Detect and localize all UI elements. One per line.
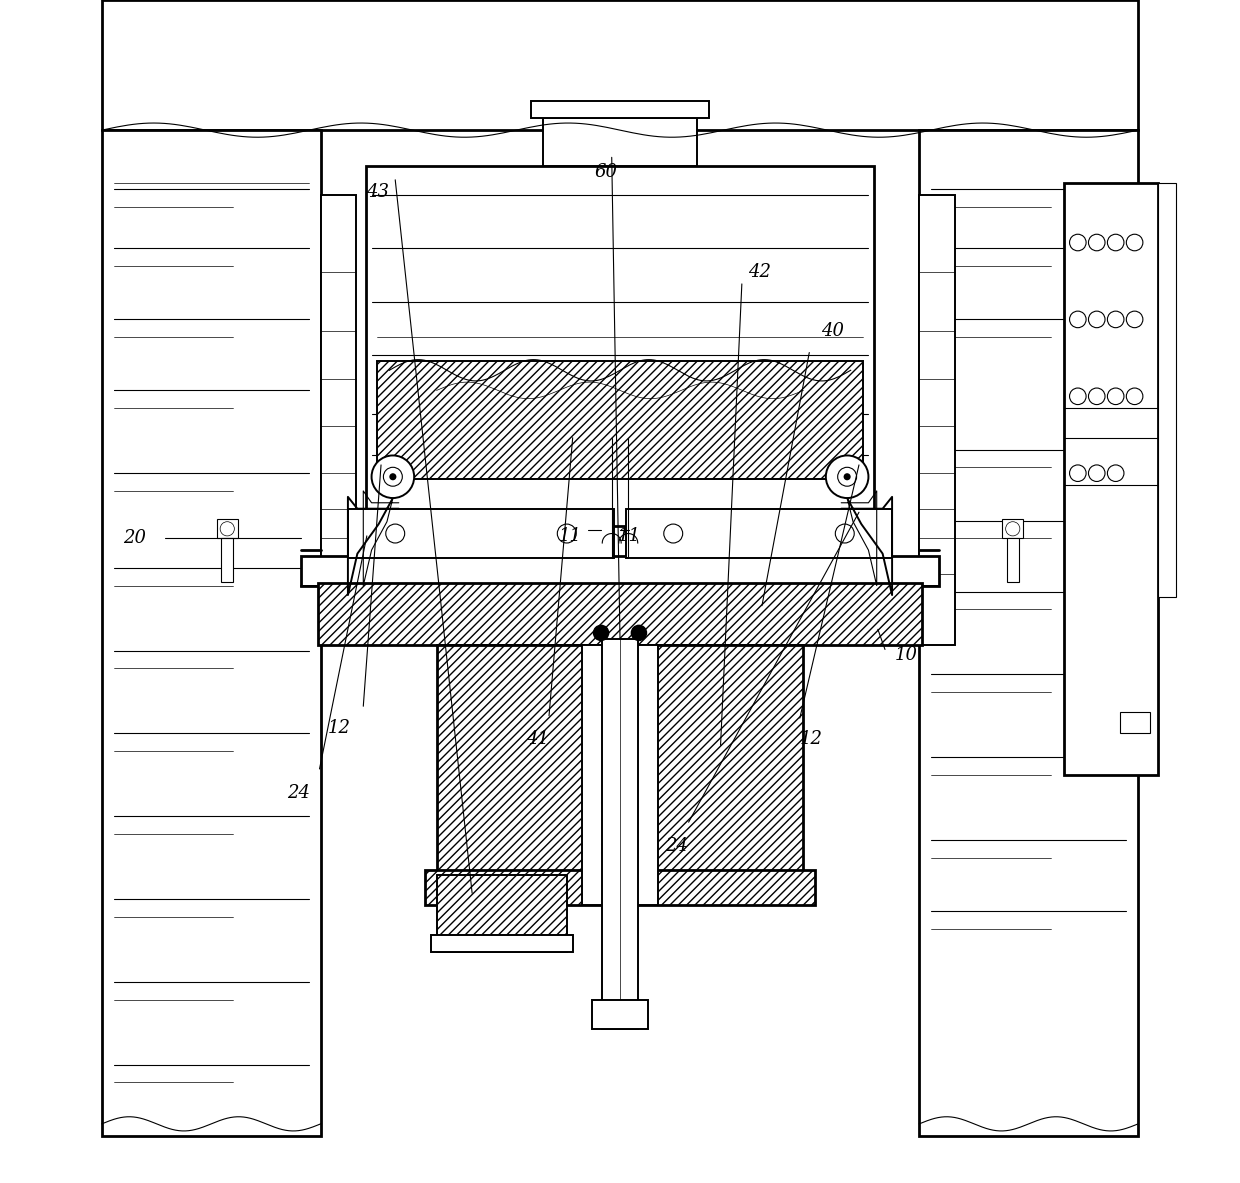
Bar — [221, 538, 233, 582]
Text: 24: 24 — [286, 783, 310, 802]
Bar — [321, 195, 356, 645]
Bar — [582, 645, 658, 905]
Bar — [603, 639, 637, 1029]
Circle shape — [389, 473, 397, 480]
Text: 40: 40 — [821, 322, 844, 341]
Bar — [425, 870, 815, 905]
Circle shape — [1006, 522, 1019, 536]
Text: 43: 43 — [366, 182, 389, 201]
Circle shape — [1126, 311, 1143, 328]
Circle shape — [843, 473, 851, 480]
Circle shape — [557, 524, 577, 543]
Circle shape — [1089, 234, 1105, 251]
Text: 12: 12 — [800, 730, 823, 749]
Bar — [366, 166, 874, 526]
Text: 10: 10 — [895, 646, 918, 665]
Bar — [377, 361, 863, 479]
Circle shape — [1089, 311, 1105, 328]
Text: 11: 11 — [618, 526, 641, 545]
Bar — [1002, 519, 1023, 538]
Bar — [300, 556, 940, 586]
Circle shape — [372, 455, 414, 498]
Bar — [1158, 183, 1176, 597]
Circle shape — [1089, 465, 1105, 481]
Circle shape — [1126, 234, 1143, 251]
Text: 24: 24 — [666, 836, 688, 855]
Circle shape — [1126, 388, 1143, 405]
Circle shape — [1107, 311, 1123, 328]
Text: 12: 12 — [329, 718, 351, 737]
Bar — [1007, 538, 1019, 582]
Circle shape — [1070, 388, 1086, 405]
Bar — [348, 509, 614, 558]
Bar — [919, 195, 955, 645]
Bar — [102, 130, 321, 1136]
Bar — [919, 130, 1138, 1136]
Bar — [319, 583, 921, 645]
Text: 42: 42 — [748, 263, 771, 282]
Circle shape — [1070, 311, 1086, 328]
Circle shape — [836, 524, 854, 543]
Bar — [543, 118, 697, 166]
Text: 20: 20 — [124, 529, 146, 548]
Circle shape — [826, 455, 868, 498]
Circle shape — [838, 467, 857, 486]
Bar — [430, 935, 573, 952]
Bar — [1121, 712, 1149, 733]
Circle shape — [1070, 234, 1086, 251]
Text: 60: 60 — [594, 162, 618, 181]
Circle shape — [1107, 465, 1123, 481]
Circle shape — [1089, 388, 1105, 405]
Circle shape — [1070, 465, 1086, 481]
Circle shape — [663, 524, 683, 543]
Bar — [217, 519, 238, 538]
Bar — [626, 509, 892, 558]
Bar — [102, 0, 1138, 130]
Bar — [436, 875, 567, 952]
Bar — [531, 101, 709, 118]
Text: 11: 11 — [559, 526, 582, 545]
Circle shape — [593, 625, 609, 641]
Circle shape — [1107, 234, 1123, 251]
Circle shape — [386, 524, 404, 543]
Bar — [591, 1000, 649, 1029]
Circle shape — [383, 467, 402, 486]
Bar — [1064, 183, 1158, 775]
Bar — [436, 645, 804, 875]
Circle shape — [1107, 388, 1123, 405]
Circle shape — [221, 522, 234, 536]
Text: 41: 41 — [526, 730, 548, 749]
Circle shape — [631, 625, 647, 641]
